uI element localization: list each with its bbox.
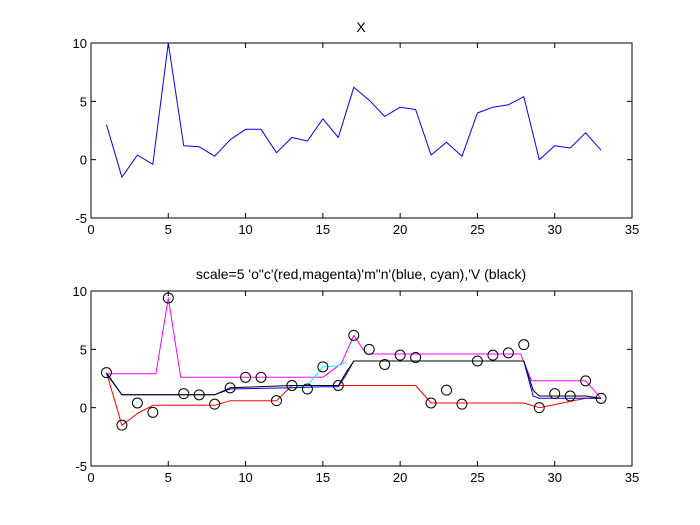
bottom-y-tick-label: 0 — [80, 401, 87, 416]
subplot-top-title: X — [356, 19, 366, 35]
bottom-x-tick-label: 35 — [625, 470, 639, 485]
bottom-data-marker — [394, 349, 406, 361]
bottom-data-marker — [147, 406, 159, 418]
bottom-data-marker — [456, 398, 468, 410]
bottom-data-marker — [348, 329, 360, 341]
bottom-x-tick-label: 5 — [165, 470, 172, 485]
bottom-data-marker — [193, 389, 205, 401]
bottom-y-tick-label: -5 — [75, 459, 87, 474]
top-x-tick-label: 10 — [238, 222, 252, 237]
top-x-tick-label: 35 — [625, 222, 639, 237]
bottom-data-marker — [332, 380, 344, 391]
bottom-data-marker — [270, 395, 282, 407]
bottom-x-tick-label: 30 — [547, 470, 561, 485]
bottom-series-line-1 — [106, 372, 602, 426]
bottom-data-marker — [471, 355, 483, 367]
bottom-series-line-2 — [291, 361, 347, 389]
bottom-data-marker — [379, 359, 391, 370]
bottom-data-marker — [209, 398, 221, 410]
top-y-tick-label: 10 — [73, 36, 87, 51]
bottom-data-marker — [518, 339, 530, 351]
bottom-data-marker — [162, 292, 174, 304]
subplot-bottom-title: scale=5 'o"c'(red,magenta)'m"n'(blue, cy… — [196, 266, 526, 282]
top-x-tick-label: 0 — [87, 222, 94, 237]
bottom-data-marker — [533, 402, 545, 414]
top-y-tick-label: 5 — [80, 94, 87, 109]
bottom-data-marker — [580, 375, 592, 387]
bottom-x-tick-label: 0 — [87, 470, 94, 485]
bottom-data-marker — [425, 397, 437, 409]
bottom-data-marker — [564, 390, 576, 402]
bottom-data-marker — [131, 397, 143, 409]
bottom-data-marker — [549, 388, 561, 400]
bottom-series-line-0 — [106, 297, 602, 399]
top-x-tick-label: 20 — [393, 222, 407, 237]
top-x-tick-label: 5 — [165, 222, 172, 237]
bottom-data-marker — [363, 343, 375, 355]
bottom-data-marker — [487, 349, 499, 361]
bottom-data-marker — [410, 352, 422, 363]
bottom-data-marker — [595, 392, 607, 404]
bottom-data-marker — [178, 388, 190, 400]
subplot-bottom: scale=5 'o"c'(red,magenta)'m"n'(blue, cy… — [73, 266, 640, 485]
bottom-data-marker — [317, 361, 329, 373]
top-y-tick-label: -5 — [75, 211, 87, 226]
bottom-data-marker — [286, 380, 298, 391]
top-x-tick-label: 25 — [470, 222, 484, 237]
top-x-tick-label: 15 — [316, 222, 330, 237]
bottom-data-marker — [240, 371, 252, 383]
bottom-x-tick-label: 15 — [316, 470, 330, 485]
bottom-series-line-4 — [106, 360, 602, 399]
bottom-data-marker — [100, 367, 112, 379]
bottom-x-tick-label: 10 — [238, 470, 252, 485]
bottom-x-tick-label: 20 — [393, 470, 407, 485]
top-series-line-0 — [106, 42, 602, 178]
bottom-data-marker — [441, 384, 453, 396]
bottom-y-tick-label: 5 — [80, 342, 87, 357]
bottom-data-marker — [502, 347, 514, 359]
top-y-tick-label: 0 — [80, 153, 87, 168]
top-axes-box — [90, 42, 633, 219]
bottom-y-tick-label: 10 — [73, 284, 87, 299]
bottom-data-marker — [224, 382, 236, 394]
top-x-tick-label: 30 — [547, 222, 561, 237]
bottom-data-marker — [116, 419, 128, 431]
bottom-data-marker — [301, 383, 313, 395]
bottom-x-tick-label: 25 — [470, 470, 484, 485]
bottom-data-marker — [255, 371, 267, 383]
bottom-axes-box — [90, 290, 633, 467]
